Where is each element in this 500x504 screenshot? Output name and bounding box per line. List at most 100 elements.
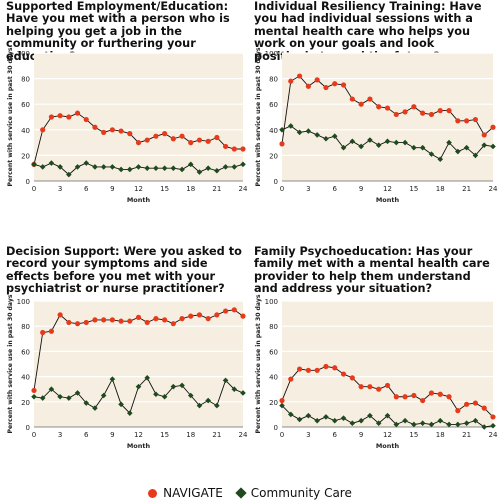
data-point-community-care <box>222 164 229 170</box>
data-point-community-care <box>57 164 63 170</box>
legend-navigate-label: NAVIGATE <box>163 486 223 500</box>
data-point-navigate <box>358 101 364 107</box>
data-point-community-care <box>402 417 408 424</box>
y-tick-label: 60 <box>21 348 30 356</box>
data-point-community-care <box>39 395 46 401</box>
data-point-community-care <box>419 144 426 151</box>
data-point-community-care <box>187 392 194 399</box>
data-point-community-care <box>437 417 444 424</box>
data-point-community-care <box>287 123 294 129</box>
y-tick-label: 20 <box>269 152 278 160</box>
data-point-community-care <box>48 386 55 392</box>
data-point-navigate <box>384 105 391 111</box>
data-point-navigate <box>437 108 443 114</box>
data-point-community-care <box>305 128 312 134</box>
data-point-community-care <box>375 420 382 427</box>
data-point-navigate <box>92 124 98 130</box>
data-point-navigate <box>214 312 220 318</box>
data-point-navigate <box>109 127 115 133</box>
data-point-navigate <box>92 317 98 323</box>
x-tick-label: 18 <box>436 431 445 439</box>
data-point-community-care <box>463 144 470 151</box>
data-point-community-care <box>135 383 142 390</box>
x-tick-label: 9 <box>110 185 114 193</box>
data-point-community-care <box>331 417 338 424</box>
legend: NAVIGATE Community Care <box>0 484 500 502</box>
data-point-community-care <box>384 412 391 419</box>
data-point-community-care <box>279 402 285 409</box>
data-point-community-care <box>367 137 373 143</box>
data-point-community-care <box>126 166 133 173</box>
data-point-navigate <box>162 131 168 137</box>
data-point-community-care <box>481 142 488 148</box>
data-point-navigate <box>455 118 461 124</box>
legend-item-community-care: Community Care <box>235 486 352 500</box>
data-point-navigate <box>196 137 203 143</box>
data-point-navigate <box>74 321 81 327</box>
x-tick-label: 9 <box>359 185 363 193</box>
data-point-navigate <box>358 384 364 390</box>
legend-community-label: Community Care <box>250 486 352 500</box>
data-point-community-care <box>375 142 382 148</box>
data-point-community-care <box>323 135 329 142</box>
data-point-navigate <box>420 110 426 116</box>
data-point-navigate <box>40 127 46 133</box>
y-tick-label: 0 <box>274 424 278 432</box>
y-tick-label: 100 <box>17 298 30 306</box>
plot-background <box>34 53 243 181</box>
data-point-community-care <box>455 148 461 155</box>
data-point-navigate <box>144 137 150 143</box>
data-point-navigate <box>464 401 470 407</box>
data-point-community-care <box>74 164 81 170</box>
y-tick-label: 40 <box>21 374 30 382</box>
data-point-community-care <box>66 171 72 178</box>
data-point-community-care <box>279 127 285 133</box>
y-tick-label: 40 <box>269 374 278 382</box>
data-point-community-care <box>428 421 435 428</box>
x-axis-label: Month <box>376 442 400 450</box>
data-point-community-care <box>349 138 356 145</box>
data-point-community-care <box>66 395 72 401</box>
data-point-navigate <box>205 138 211 144</box>
x-tick-label: 12 <box>134 185 143 193</box>
data-point-navigate <box>446 108 452 114</box>
data-point-navigate <box>340 82 347 88</box>
data-point-community-care <box>153 391 159 398</box>
data-point-navigate <box>428 390 435 396</box>
data-point-navigate <box>472 400 479 406</box>
data-point-navigate <box>83 319 89 326</box>
data-point-community-care <box>402 139 408 146</box>
data-point-navigate <box>402 394 408 400</box>
data-point-community-care <box>48 160 55 166</box>
x-tick-label: 18 <box>436 185 445 193</box>
x-tick-label: 0 <box>280 431 284 439</box>
data-point-community-care <box>214 402 220 409</box>
data-point-community-care <box>161 393 168 400</box>
x-tick-label: 12 <box>383 431 392 439</box>
data-point-navigate <box>109 317 115 323</box>
data-point-community-care <box>100 164 107 170</box>
x-tick-label: 0 <box>280 185 284 193</box>
x-tick-label: 21 <box>212 185 221 193</box>
data-point-navigate <box>127 131 133 137</box>
y-tick-label: 40 <box>21 127 30 135</box>
data-point-navigate <box>411 104 417 110</box>
x-tick-label: 18 <box>186 185 195 193</box>
data-point-navigate <box>118 128 124 134</box>
data-point-community-care <box>83 400 90 406</box>
data-point-community-care <box>358 417 364 424</box>
data-point-navigate <box>314 77 320 83</box>
data-point-navigate <box>144 319 150 326</box>
data-point-community-care <box>287 411 294 418</box>
data-point-community-care <box>222 377 229 384</box>
x-tick-label: 6 <box>333 185 338 193</box>
legend-community-diamond-icon <box>235 487 247 499</box>
data-point-community-care <box>384 138 391 145</box>
data-point-navigate <box>332 81 338 87</box>
data-point-community-care <box>411 144 417 151</box>
x-tick-label: 24 <box>239 185 248 193</box>
y-tick-label: 100 <box>265 298 278 306</box>
data-point-community-care <box>463 420 470 427</box>
